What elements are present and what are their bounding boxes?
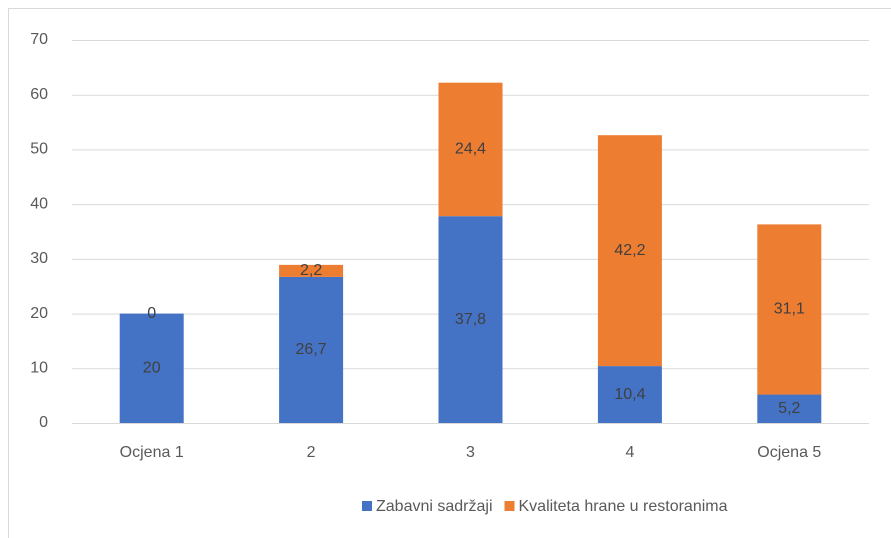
chart-border xyxy=(8,8,891,538)
y-tick-label: 40 xyxy=(30,195,48,212)
bar-segment xyxy=(757,224,822,395)
bar-segment xyxy=(597,135,662,367)
y-tick-label: 30 xyxy=(30,250,48,267)
bar-segment xyxy=(757,394,822,423)
x-tick-label: 3 xyxy=(466,444,475,461)
legend-swatch xyxy=(362,501,372,511)
x-tick-label: 2 xyxy=(307,444,316,461)
bar-segment xyxy=(279,276,344,423)
data-label: 5,2 xyxy=(778,400,800,417)
x-tick-label: Ocjena 5 xyxy=(757,444,821,461)
data-label: 31,1 xyxy=(774,301,805,318)
bar-segment xyxy=(597,366,662,423)
data-label: 42,2 xyxy=(614,242,645,259)
data-label: 2,2 xyxy=(300,262,322,279)
data-label: 0 xyxy=(147,305,156,322)
y-tick-label: 60 xyxy=(30,86,48,103)
data-label: 10,4 xyxy=(614,386,645,403)
legend-label: Kvaliteta hrane u restoranima xyxy=(519,498,728,515)
x-tick-label: 4 xyxy=(625,444,634,461)
data-label: 20 xyxy=(143,360,161,377)
x-tick-label: Ocjena 1 xyxy=(120,444,184,461)
bar-segment xyxy=(438,216,503,423)
data-label: 24,4 xyxy=(455,141,486,158)
bar-segment xyxy=(119,313,184,423)
bar-segment xyxy=(279,264,344,277)
y-tick-label: 50 xyxy=(30,141,48,158)
data-label: 26,7 xyxy=(296,341,327,358)
y-tick-label: 10 xyxy=(30,360,48,377)
legend-label: Zabavni sadržaji xyxy=(376,498,493,515)
legend-swatch xyxy=(504,501,515,511)
y-tick-label: 70 xyxy=(30,31,48,48)
data-label: 37,8 xyxy=(455,311,486,328)
y-tick-label: 0 xyxy=(39,414,48,431)
y-tick-label: 20 xyxy=(30,305,48,322)
bar-segment xyxy=(438,82,503,217)
